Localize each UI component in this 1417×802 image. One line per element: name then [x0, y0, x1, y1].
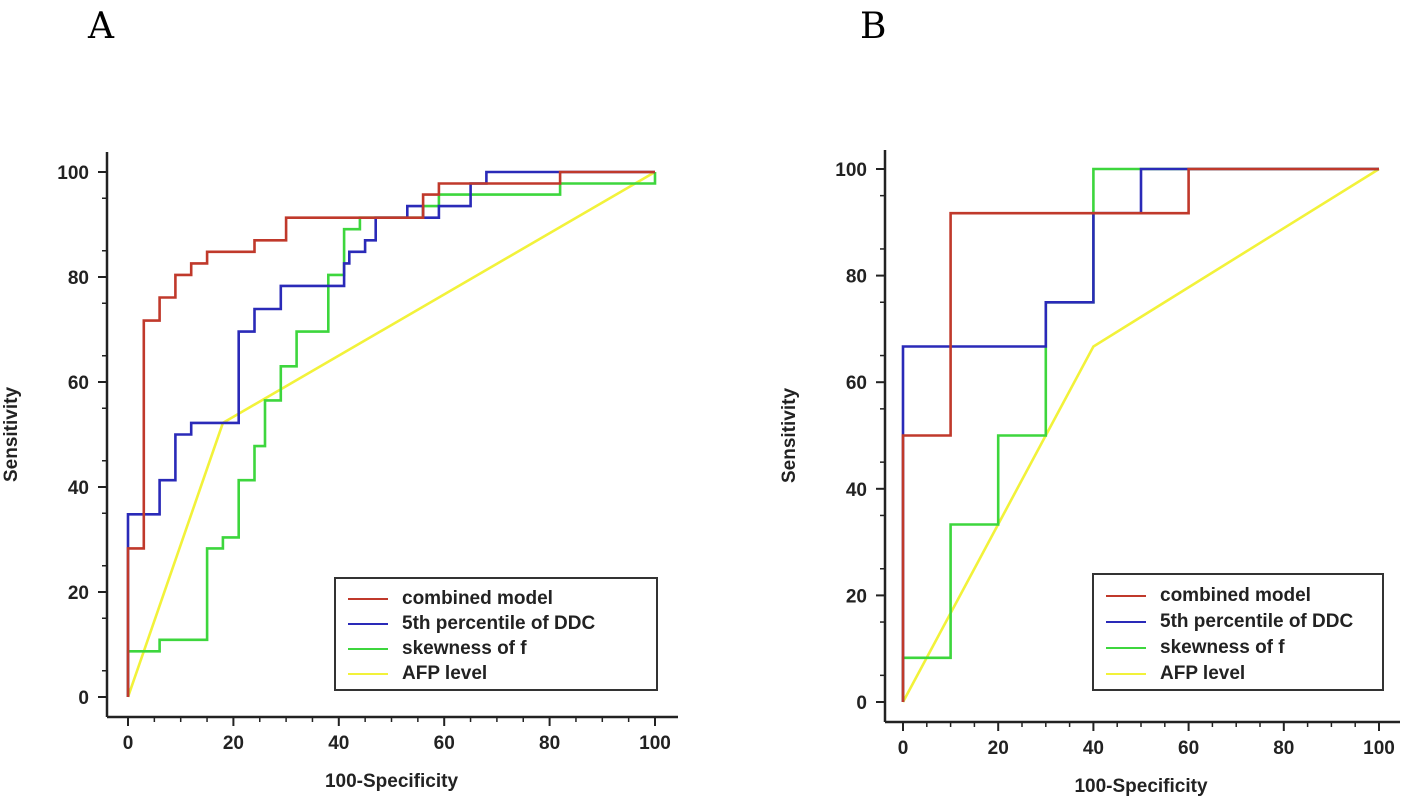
legend-b-item: 5th percentile of DDC	[1094, 610, 1382, 634]
legend-b-item: skewness of f	[1094, 636, 1382, 660]
chart-a-y-axis-title: Sensitivity	[1, 387, 22, 482]
legend-b-swatch-2	[1106, 647, 1146, 649]
legend-a-swatch-1	[348, 623, 388, 625]
legend-a-label-2: skewness of f	[402, 638, 527, 659]
legend-b-label-2: skewness of f	[1160, 637, 1285, 658]
legend-b-swatch-0	[1106, 595, 1146, 597]
legend-a-label-3: AFP level	[402, 663, 488, 684]
legend-a-item: combined model	[336, 587, 656, 611]
legend-b-item: AFP level	[1094, 662, 1382, 686]
chart-b-x-tick-label: 0	[898, 738, 909, 759]
chart-a-x-tick-label: 100	[639, 733, 671, 754]
legend-a-swatch-0	[348, 598, 388, 600]
legend-a-item: 5th percentile of DDC	[336, 612, 656, 636]
chart-a-series-combined-model	[126, 170, 655, 697]
legend-b: combined model 5th percentile of DDC ske…	[1092, 573, 1384, 691]
chart-a-y-tick-label: 80	[68, 268, 89, 289]
chart-a-x-tick-label: 0	[123, 733, 134, 754]
legend-a-label-0: combined model	[402, 588, 553, 609]
chart-b-y-tick-label: 100	[835, 160, 867, 181]
panel-b-letter: B	[860, 6, 887, 47]
chart-a-series-skewness-of-f	[126, 172, 657, 697]
chart-a-series-5th-percentile-of-ddc	[126, 170, 655, 697]
chart-b-x-axis-title: 100-Specificity	[1074, 776, 1207, 797]
legend-b-swatch-1	[1106, 621, 1146, 623]
chart-b-series-combined-model	[901, 167, 1379, 702]
legend-a-label-1: 5th percentile of DDC	[402, 613, 596, 634]
legend-a-swatch-3	[348, 673, 388, 675]
chart-b-y-tick-label: 20	[846, 586, 867, 607]
chart-a-y-tick-label: 0	[78, 688, 89, 709]
chart-b-x-tick-label: 80	[1273, 738, 1294, 759]
chart-b-x-tick-label: 20	[988, 738, 1009, 759]
chart-b-y-tick-label: 80	[846, 267, 867, 288]
legend-b-label-3: AFP level	[1160, 663, 1246, 684]
chart-a-y-tick-label: 100	[57, 163, 89, 184]
legend-a: combined model 5th percentile of DDC ske…	[334, 577, 658, 691]
chart-a-x-tick-label: 80	[539, 733, 560, 754]
legend-b-label-1: 5th percentile of DDC	[1160, 611, 1354, 632]
chart-a-x-tick-label: 40	[328, 733, 349, 754]
panel-a-letter: A	[88, 6, 114, 47]
chart-a-x-tick-label: 60	[434, 733, 455, 754]
legend-a-item: AFP level	[336, 662, 656, 686]
chart-b-y-axis-title: Sensitivity	[779, 388, 800, 483]
chart-b-y-tick-label: 60	[846, 373, 867, 394]
chart-b-x-tick-label: 60	[1178, 738, 1199, 759]
chart-b-x-tick-label: 100	[1363, 738, 1395, 759]
chart-a-y-tick-label: 20	[68, 583, 89, 604]
chart-a-x-axis-title: 100-Specificity	[325, 771, 458, 792]
legend-b-label-0: combined model	[1160, 585, 1311, 606]
chart-b-y-tick-label: 40	[846, 480, 867, 501]
chart-a-x-tick-label: 20	[223, 733, 244, 754]
legend-b-item: combined model	[1094, 584, 1382, 608]
legend-a-item: skewness of f	[336, 637, 656, 661]
legend-b-swatch-3	[1106, 673, 1146, 675]
chart-a-y-tick-label: 40	[68, 478, 89, 499]
legend-a-swatch-2	[348, 648, 388, 650]
chart-b-series-afp-level	[901, 167, 1380, 703]
chart-a-y-tick-label: 60	[68, 373, 89, 394]
chart-b-y-tick-label: 0	[856, 693, 867, 714]
chart-b-x-tick-label: 40	[1083, 738, 1104, 759]
